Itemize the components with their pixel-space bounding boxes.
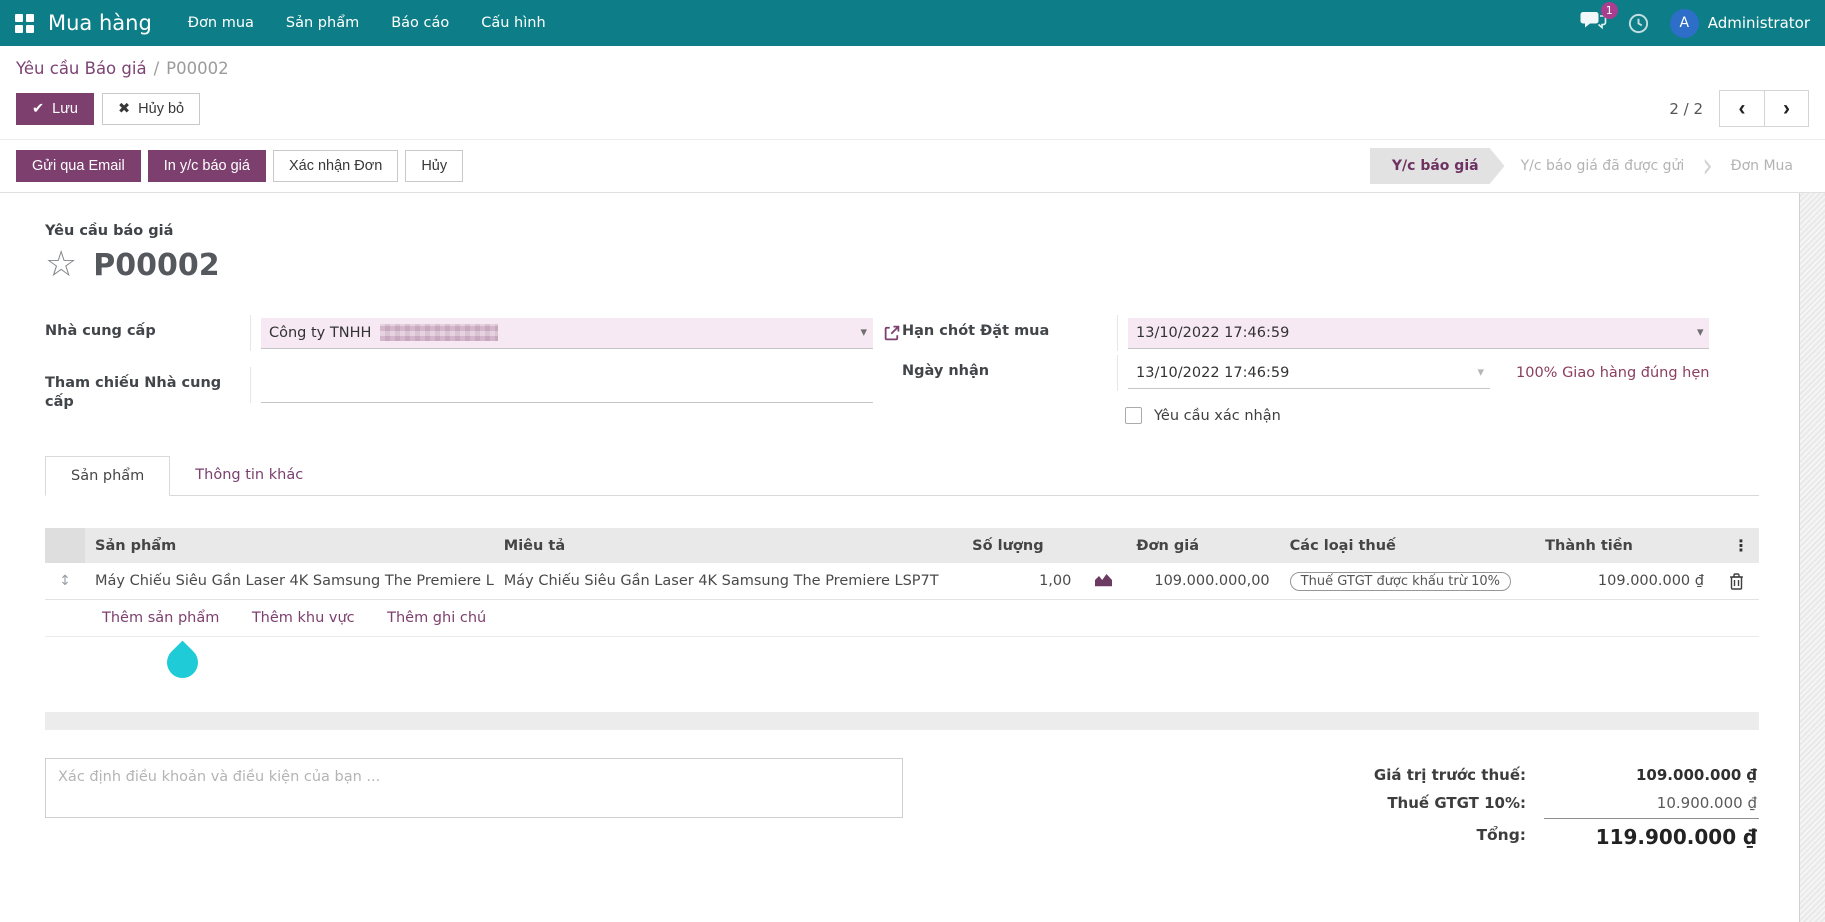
vendor-label: Nhà cung cấp: [45, 323, 156, 340]
cell-unit-price[interactable]: 109.000.000,00: [1126, 563, 1280, 601]
form-view-background: Yêu cầu báo giá ☆ P00002 Nhà cung cấp Cô…: [0, 193, 1825, 922]
total-label: Tổng:: [1476, 826, 1526, 845]
untaxed-amount-label: Giá trị trước thuế:: [1373, 766, 1526, 785]
add-section-link[interactable]: Thêm khu vực: [251, 610, 355, 627]
pager-next-button[interactable]: ›: [1764, 91, 1808, 126]
order-deadline-field[interactable]: 13/10/2022 17:46:59 ▾: [1128, 317, 1710, 349]
field-group-left: Nhà cung cấp Công ty TNHH ▾: [45, 315, 902, 424]
status-steps: Y/c báo giá Y/c báo giá đã được gửi › Đơ…: [1370, 145, 1809, 187]
optional-columns-icon[interactable]: ⋮: [1733, 536, 1749, 556]
table-header-row: Sản phẩm Miêu tả Số lượng Đơn giá Các lo…: [45, 528, 1759, 564]
confirm-order-button[interactable]: Xác nhận Đơn: [272, 150, 399, 182]
cross-icon: ✖: [118, 100, 131, 117]
vendor-ref-field[interactable]: [261, 372, 873, 403]
onboarding-drop-pointer: [160, 640, 205, 685]
price-column-header[interactable]: Đơn giá: [1126, 528, 1280, 564]
add-note-link[interactable]: Thêm ghi chú: [387, 610, 487, 627]
app-name[interactable]: Mua hàng: [48, 11, 152, 35]
check-icon: ✔: [32, 100, 45, 117]
top-navbar: Mua hàng Đơn mua Sản phẩm Báo cáo Cấu hì…: [0, 0, 1825, 46]
form-sheet: Yêu cầu báo giá ☆ P00002 Nhà cung cấp Cô…: [0, 193, 1800, 922]
menu-bao-cao[interactable]: Báo cáo: [391, 15, 450, 31]
field-group-right: Hạn chót Đặt mua 13/10/2022 17:46:59 ▾ N…: [902, 315, 1759, 425]
breadcrumb-separator: /: [153, 59, 160, 78]
order-lines-table: Sản phẩm Miêu tả Số lượng Đơn giá Các lo…: [45, 528, 1759, 601]
vendor-field[interactable]: Công ty TNHH ▾: [261, 317, 873, 349]
terms-conditions-input[interactable]: [45, 758, 903, 819]
sheet-title-label: Yêu cầu báo giá: [45, 223, 174, 239]
add-product-link[interactable]: Thêm sản phẩm: [102, 610, 220, 627]
redacted-vendor-name: [380, 324, 499, 342]
menu-don-mua[interactable]: Đơn mua: [187, 15, 254, 31]
cancel-button[interactable]: Hủy: [405, 150, 464, 182]
step-chevron-icon: ›: [1702, 145, 1713, 187]
pager-count: 2 / 2: [1669, 99, 1703, 118]
avatar: A: [1669, 8, 1699, 38]
messages-icon[interactable]: 1: [1580, 2, 1618, 37]
messages-badge: 1: [1600, 2, 1618, 19]
tab-other-info[interactable]: Thông tin khác: [195, 467, 304, 484]
external-link-icon[interactable]: [883, 324, 901, 342]
dropdown-caret-icon[interactable]: ▾: [1696, 325, 1704, 341]
notebook-tabs: Sản phẩm Thông tin khác: [45, 456, 1759, 497]
cell-subtotal: 109.000.000 ₫: [1535, 563, 1714, 601]
tax-amount-value: 10.900.000 ₫: [1656, 794, 1757, 813]
control-panel-buttons: ✔ Lưu ✖ Hủy bỏ 2 / 2 ‹ ›: [0, 82, 1825, 139]
drag-handle-icon[interactable]: ↕: [59, 573, 71, 590]
favorite-star-icon[interactable]: ☆: [45, 244, 78, 285]
receipt-date-label: Ngày nhận: [902, 363, 990, 380]
dropdown-caret-icon[interactable]: ▾: [860, 325, 867, 341]
subtotal-column-header[interactable]: Thành tiền: [1535, 528, 1714, 564]
step-rfq-sent[interactable]: Y/c báo giá đã được gửi: [1520, 158, 1685, 174]
cell-description[interactable]: Máy Chiếu Siêu Gần Laser 4K Samsung The …: [493, 563, 963, 601]
qty-column-header[interactable]: Số lượng: [962, 528, 1082, 564]
dropdown-caret-icon[interactable]: ▾: [1477, 365, 1484, 381]
step-purchase-order[interactable]: Đơn Mua: [1730, 158, 1793, 174]
table-footer-strip: [45, 712, 1759, 731]
confirmation-checkbox-label: Yêu cầu xác nhận: [1154, 407, 1281, 424]
totals-block: Giá trị trước thuế: 109.000.000 ₫ Thuế G…: [1329, 758, 1759, 853]
delete-line-trash-icon[interactable]: [1729, 573, 1744, 590]
cell-qty[interactable]: 1,00: [962, 563, 1082, 601]
taxes-column-header[interactable]: Các loại thuế: [1279, 528, 1536, 564]
tax-amount-label: Thuế GTGT 10%:: [1387, 794, 1526, 813]
save-button[interactable]: ✔ Lưu: [16, 92, 94, 125]
receipt-date-field[interactable]: 13/10/2022 17:46:59 ▾: [1128, 358, 1490, 389]
print-rfq-button[interactable]: In y/c báo giá: [147, 150, 266, 182]
pager-previous-button[interactable]: ‹: [1720, 91, 1764, 126]
step-rfq[interactable]: Y/c báo giá: [1370, 148, 1505, 184]
vendor-ref-label: Tham chiếu Nhà cung cấp: [45, 374, 222, 411]
total-value: 119.900.000 ₫: [1544, 818, 1759, 853]
menu-san-pham[interactable]: Sản phẩm: [285, 15, 360, 31]
send-by-email-button[interactable]: Gửi qua Email: [16, 150, 141, 182]
breadcrumb-current: P00002: [166, 59, 229, 78]
user-menu[interactable]: A Administrator: [1669, 8, 1810, 38]
breadcrumb-parent-link[interactable]: Yêu cầu Báo giá: [16, 59, 147, 78]
statusbar: Gửi qua Email In y/c báo giá Xác nhận Đơ…: [0, 139, 1825, 193]
tax-tag[interactable]: Thuế GTGT được khấu trừ 10%: [1289, 571, 1511, 591]
activities-clock-icon[interactable]: [1627, 12, 1650, 35]
cell-product[interactable]: Máy Chiếu Siêu Gần Laser 4K Samsung The …: [85, 563, 494, 601]
discard-button[interactable]: ✖ Hủy bỏ: [102, 92, 201, 125]
product-column-header[interactable]: Sản phẩm: [85, 528, 494, 564]
tab-products[interactable]: Sản phẩm: [45, 456, 171, 497]
order-line-row[interactable]: ↕ Máy Chiếu Siêu Gần Laser 4K Samsung Th…: [45, 563, 1759, 601]
add-line-links: Thêm sản phẩm Thêm khu vực Thêm ghi chú: [45, 600, 1759, 638]
forecast-chart-icon[interactable]: [1094, 571, 1113, 587]
document-name: P00002: [93, 248, 220, 284]
forecast-column-header: [1081, 528, 1127, 564]
confirmation-checkbox[interactable]: [1125, 407, 1142, 425]
user-name: Administrator: [1707, 14, 1810, 32]
untaxed-amount-value: 109.000.000 ₫: [1636, 766, 1757, 785]
menu-cau-hinh[interactable]: Cấu hình: [481, 15, 546, 31]
apps-grid-icon[interactable]: [15, 13, 34, 33]
handle-column-header: [45, 528, 85, 564]
order-deadline-label: Hạn chót Đặt mua: [902, 323, 1050, 340]
description-column-header[interactable]: Miêu tả: [493, 528, 963, 564]
breadcrumb: Yêu cầu Báo giá / P00002: [0, 46, 1825, 82]
on-time-delivery-link[interactable]: 100% Giao hàng đúng hẹn: [1516, 365, 1710, 382]
